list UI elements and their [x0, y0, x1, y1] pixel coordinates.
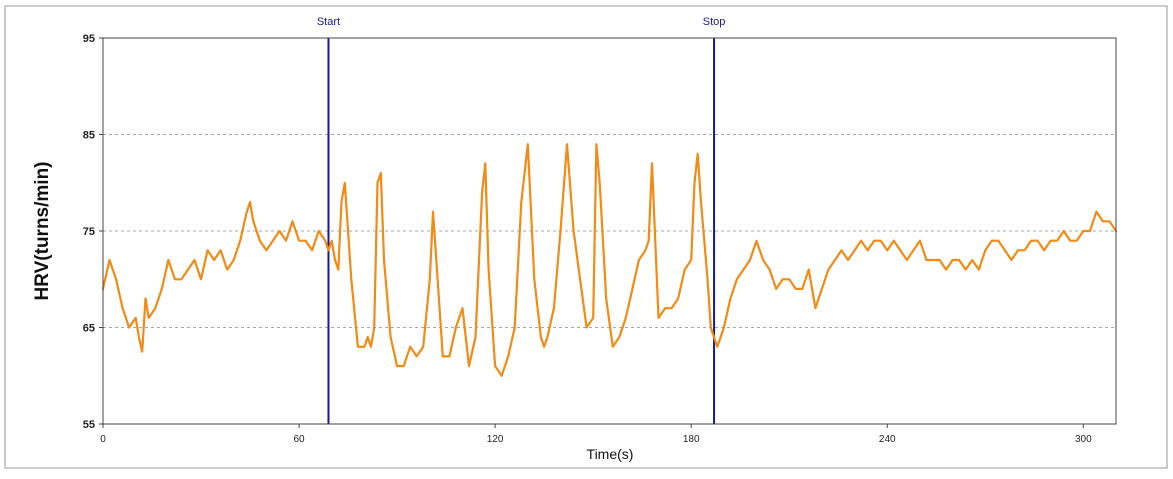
series-layer — [101, 143, 1118, 377]
x-tick-label: 180 — [683, 434, 700, 445]
marker-label-stop: Stop — [703, 16, 726, 28]
x-tick-label: 60 — [294, 434, 306, 445]
x-axis-ticks: 0 60 120 180 240 300 — [100, 424, 1092, 445]
x-tick-label: 0 — [100, 434, 106, 445]
y-tick-label: 55 — [83, 419, 95, 431]
x-tick-label: 120 — [487, 434, 504, 445]
y-tick-label: 85 — [83, 130, 95, 142]
event-markers: Start Stop — [317, 16, 726, 424]
y-tick-label: 75 — [83, 226, 95, 238]
x-tick-label: 300 — [1075, 434, 1092, 445]
y-axis-title: HRV(turns/min) — [32, 162, 53, 301]
chart-frame — [4, 5, 1168, 469]
y-tick-label: 65 — [83, 323, 95, 335]
marker-label-start: Start — [317, 16, 340, 28]
hrv-series-line — [101, 143, 1118, 377]
y-tick-label: 95 — [83, 33, 95, 45]
x-axis-title: Time(s) — [587, 446, 634, 462]
grid-lines — [103, 134, 1116, 328]
x-tick-label: 240 — [879, 434, 896, 445]
y-axis-ticks: 55 65 75 85 95 — [83, 33, 103, 431]
